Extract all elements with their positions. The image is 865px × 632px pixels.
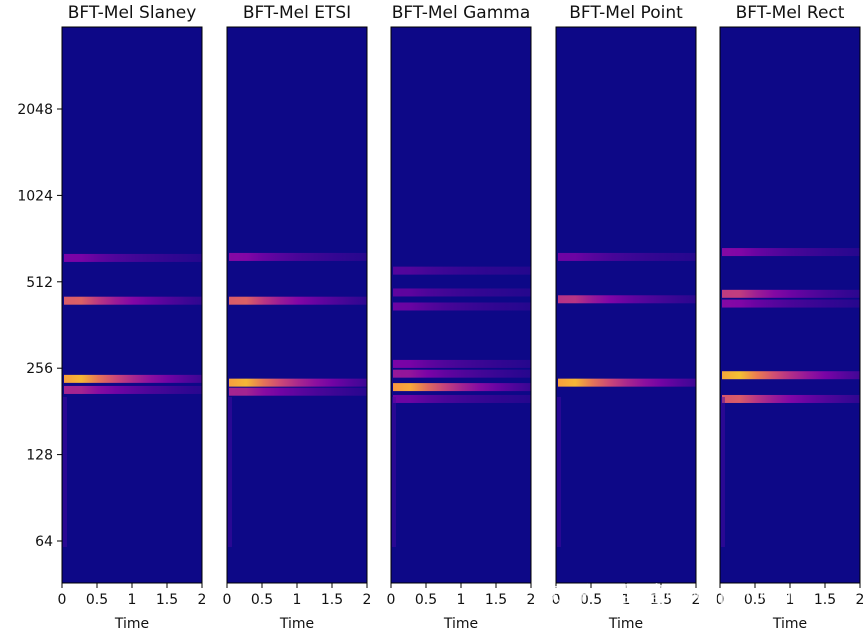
spectrum-band bbox=[393, 394, 531, 403]
spectrum-band bbox=[722, 248, 860, 257]
spectrum-band bbox=[393, 369, 531, 378]
x-tick-label: 1.5 bbox=[321, 592, 343, 608]
onset-streak bbox=[557, 397, 561, 547]
x-tick-label: 2 bbox=[198, 592, 207, 608]
spectrum-band bbox=[393, 359, 531, 368]
panel-4: BFT-Mel Point 0 0.5 1 1.5 2 Time bbox=[552, 3, 701, 632]
panel-5: BFT-Mel Rect 0 0.5 1 1.5 2 Time bbox=[716, 3, 865, 632]
panel-title: BFT-Mel Rect bbox=[736, 3, 845, 23]
spectrum-band bbox=[393, 266, 531, 275]
x-axis-label: Time bbox=[279, 616, 314, 632]
y-axis: 64 128 256 512 1024 2048 bbox=[17, 102, 62, 550]
x-tick-label: 1.5 bbox=[485, 592, 507, 608]
panel-title: BFT-Mel Point bbox=[569, 3, 683, 23]
x-tick-label: 0.5 bbox=[744, 592, 766, 608]
spectrum-band bbox=[393, 288, 531, 297]
x-tick-label: 0 bbox=[223, 592, 232, 608]
watermark-text: 知乎 @吴建明wujianming bbox=[548, 583, 815, 608]
spectrum-band bbox=[229, 296, 367, 305]
panel-background bbox=[62, 27, 202, 583]
x-tick-label: 1 bbox=[293, 592, 302, 608]
panel-3: BFT-Mel Gamma 0 0.5 1 1.5 2 Time bbox=[387, 3, 536, 632]
x-axis-label: Time bbox=[772, 616, 807, 632]
panel-title: BFT-Mel Gamma bbox=[392, 3, 530, 23]
y-tick-label: 1024 bbox=[17, 188, 53, 204]
spectrum-band bbox=[558, 295, 696, 304]
panel-background bbox=[227, 27, 367, 583]
y-tick-label: 512 bbox=[26, 275, 53, 291]
x-axis-label: Time bbox=[443, 616, 478, 632]
x-tick-label: 1 bbox=[128, 592, 137, 608]
spectrum-band bbox=[393, 383, 531, 392]
spectrum-band bbox=[393, 302, 531, 311]
spectrum-band bbox=[64, 253, 202, 262]
spectrum-band bbox=[722, 394, 860, 403]
y-tick-label: 128 bbox=[26, 448, 53, 464]
x-tick-label: 2 bbox=[692, 592, 701, 608]
spectrum-band bbox=[558, 252, 696, 261]
x-tick-label: 2 bbox=[363, 592, 372, 608]
x-tick-label: 1 bbox=[457, 592, 466, 608]
x-tick-label: 1.5 bbox=[156, 592, 178, 608]
spectrum-band bbox=[64, 296, 202, 305]
spectrum-band bbox=[229, 387, 367, 396]
x-tick-label: 0 bbox=[716, 592, 725, 608]
x-tick-label: 0.5 bbox=[86, 592, 108, 608]
onset-streak bbox=[63, 397, 67, 547]
x-tick-label: 0.5 bbox=[415, 592, 437, 608]
x-tick-label: 0 bbox=[552, 592, 561, 608]
x-axis-label: Time bbox=[114, 616, 149, 632]
panel-title: BFT-Mel ETSI bbox=[243, 3, 351, 23]
y-tick-label: 2048 bbox=[17, 102, 53, 118]
panel-2: BFT-Mel ETSI 0 0.5 1 1.5 2 Time bbox=[223, 3, 372, 632]
spectrum-band bbox=[64, 374, 202, 383]
x-tick-label: 1.5 bbox=[650, 592, 672, 608]
spectrum-band bbox=[558, 378, 696, 387]
spectrum-band bbox=[229, 378, 367, 387]
panel-1: BFT-Mel Slaney 0 0.5 1 1.5 2 Time bbox=[58, 3, 207, 632]
x-tick-label: 1 bbox=[622, 592, 631, 608]
x-tick-label: 2 bbox=[856, 592, 865, 608]
spectrum-band bbox=[722, 289, 860, 298]
spectrum-band bbox=[722, 299, 860, 308]
onset-streak bbox=[228, 397, 232, 547]
spectrum-band bbox=[64, 385, 202, 394]
x-tick-label: 0.5 bbox=[580, 592, 602, 608]
spectrum-band bbox=[722, 371, 860, 380]
panel-title: BFT-Mel Slaney bbox=[68, 3, 197, 23]
onset-streak bbox=[721, 397, 725, 547]
panel-background bbox=[556, 27, 696, 583]
x-tick-label: 0.5 bbox=[251, 592, 273, 608]
x-tick-label: 0 bbox=[387, 592, 396, 608]
spectrum-band bbox=[229, 252, 367, 261]
x-tick-label: 1 bbox=[786, 592, 795, 608]
y-tick-label: 64 bbox=[35, 534, 53, 550]
x-tick-label: 0 bbox=[58, 592, 67, 608]
x-tick-label: 1.5 bbox=[814, 592, 836, 608]
x-axis-label: Time bbox=[608, 616, 643, 632]
x-tick-label: 2 bbox=[527, 592, 536, 608]
onset-streak bbox=[392, 397, 396, 547]
y-tick-label: 256 bbox=[26, 361, 53, 377]
